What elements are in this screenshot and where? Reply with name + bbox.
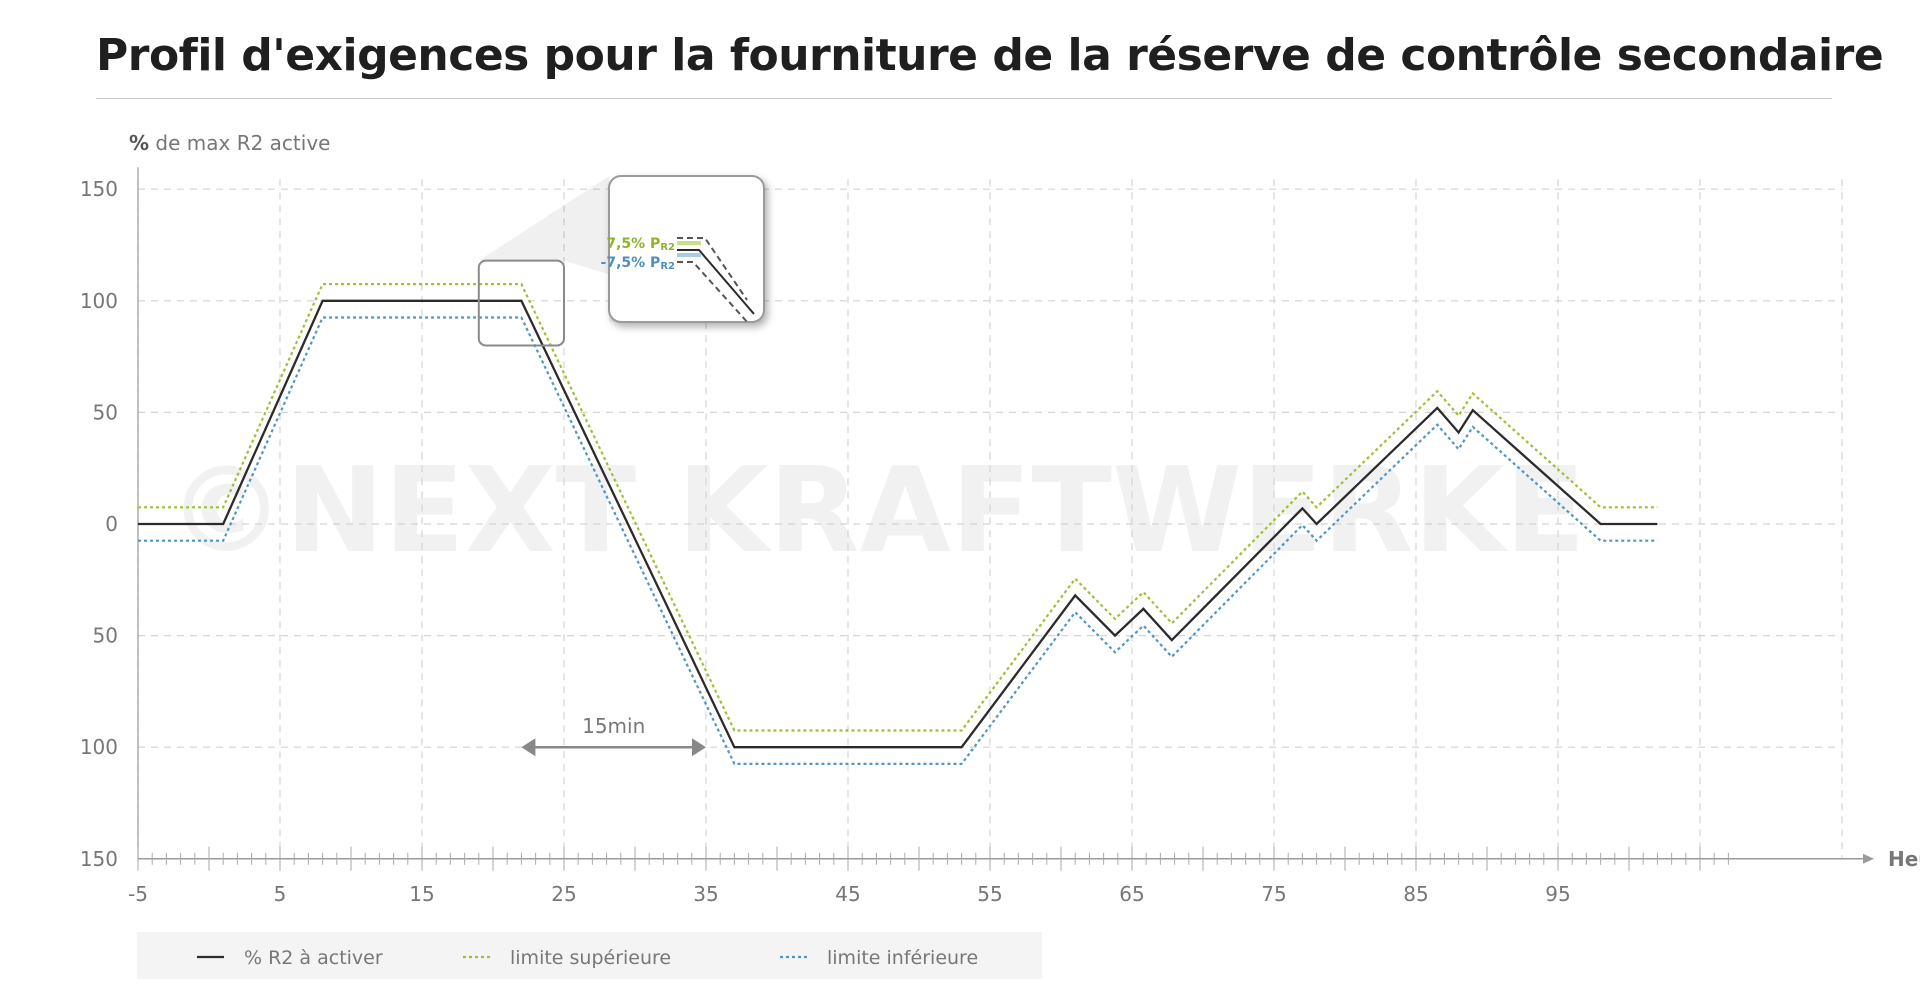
y-axis-label: % de max R2 active (129, 131, 330, 155)
interval-arrow-head-right (692, 738, 706, 757)
x-tick-label: -5 (128, 882, 148, 906)
y-tick-label: 0 (105, 512, 118, 536)
y-tick-label: 50 (93, 624, 118, 648)
inset-label-lower: -7,5% PR2 (601, 255, 675, 272)
inset-label-upper-text: 7,5% P (606, 236, 660, 252)
y-axis-unit: % (129, 131, 149, 155)
inset-band-upper (677, 241, 701, 245)
x-tick-label: 5 (274, 882, 287, 906)
x-tick-label: 85 (1403, 882, 1428, 906)
inset-label-lower-subscript: R2 (660, 261, 675, 272)
series-line-r2 (138, 299, 1658, 749)
x-axis-label: Heure (min) (1888, 847, 1920, 871)
interval-arrow-head-left (521, 738, 536, 757)
x-tick-label: 15 (409, 882, 434, 906)
x-tick-label: 95 (1545, 882, 1570, 906)
interval-label: 15min (582, 714, 645, 738)
chart-title: Profil d'exigences pour la fourniture de… (96, 30, 1884, 81)
x-tick-label: 25 (551, 882, 576, 906)
inset-line-r2 (677, 249, 755, 315)
x-tick-label: 75 (1261, 882, 1286, 906)
legend-item-lower-label: limite inférieure (827, 947, 978, 969)
y-tick-label: 100 (80, 289, 118, 313)
legend-box (137, 932, 1042, 979)
x-tick-label: 55 (977, 882, 1002, 906)
series-line-lower (138, 316, 1658, 766)
y-axis-text: de max R2 active (149, 131, 330, 155)
inset-label-lower-text: -7,5% P (601, 255, 661, 271)
inset-band-lower (677, 253, 701, 257)
inset-label-upper: 7,5% PR2 (606, 236, 675, 253)
y-tick-label: 100 (80, 735, 118, 759)
title-divider (96, 98, 1832, 99)
x-axis-arrow (1863, 853, 1874, 864)
legend-item-upper-label: limite supérieure (510, 947, 671, 969)
watermark: ©NEXT KRAFTWERKE (167, 441, 1585, 579)
series-line-upper (138, 283, 1658, 732)
x-tick-label: 35 (693, 882, 718, 906)
inset-label-upper-subscript: R2 (660, 242, 675, 253)
legend-item-r2-label: % R2 à activer (244, 947, 383, 969)
y-tick-label: 50 (93, 400, 118, 424)
x-tick-label: 45 (835, 882, 860, 906)
y-tick-label: 150 (80, 177, 118, 201)
x-tick-label: 65 (1119, 882, 1144, 906)
zoom-box (477, 259, 565, 347)
inset-line-lower (677, 261, 750, 325)
y-tick-label: 150 (80, 847, 118, 871)
